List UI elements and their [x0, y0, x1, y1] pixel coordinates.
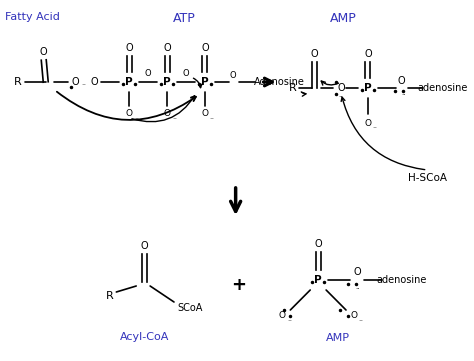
Text: O: O — [72, 77, 79, 87]
Text: AMP: AMP — [329, 12, 356, 25]
FancyArrowPatch shape — [321, 81, 338, 85]
Text: O: O — [365, 118, 372, 127]
Text: AMP: AMP — [326, 333, 350, 343]
FancyArrowPatch shape — [132, 96, 195, 122]
Text: adenosine: adenosine — [376, 275, 427, 285]
Text: O: O — [314, 239, 322, 249]
Text: O: O — [201, 43, 209, 53]
Text: adenosine: adenosine — [417, 83, 468, 93]
Text: O: O — [398, 76, 405, 86]
Text: P: P — [163, 77, 171, 87]
Text: P: P — [201, 77, 209, 87]
Text: O: O — [310, 49, 318, 59]
Text: ⁻: ⁻ — [373, 125, 377, 134]
Text: ··: ·· — [356, 286, 360, 292]
Text: P: P — [126, 77, 133, 87]
Text: P: P — [314, 275, 322, 285]
Text: Acyl-CoA: Acyl-CoA — [119, 332, 169, 342]
FancyArrowPatch shape — [301, 92, 306, 96]
Text: O: O — [145, 70, 152, 78]
Text: O: O — [182, 70, 189, 78]
Text: O: O — [163, 43, 171, 53]
Text: Fatty Acid: Fatty Acid — [5, 12, 60, 22]
Text: O: O — [126, 43, 133, 53]
Text: O: O — [91, 77, 98, 87]
Text: ··: ·· — [401, 92, 406, 98]
Text: R: R — [106, 291, 113, 301]
Text: O: O — [364, 49, 372, 59]
Text: O: O — [126, 109, 133, 118]
Text: O: O — [229, 70, 236, 79]
Text: R: R — [289, 83, 296, 93]
Text: H-SCoA: H-SCoA — [408, 173, 447, 183]
Text: ⁻: ⁻ — [172, 116, 176, 125]
Text: ⁻: ⁻ — [210, 116, 214, 125]
Text: +: + — [231, 276, 246, 294]
Text: O: O — [337, 83, 345, 93]
Text: O: O — [40, 47, 47, 57]
Text: R: R — [14, 77, 22, 87]
Text: ··: ·· — [338, 94, 342, 100]
Text: ⁻: ⁻ — [82, 82, 85, 91]
Text: O: O — [350, 312, 357, 321]
Text: SCoA: SCoA — [177, 303, 202, 313]
Text: Adenosine: Adenosine — [254, 77, 305, 87]
FancyArrowPatch shape — [193, 78, 202, 88]
Text: O: O — [140, 241, 148, 251]
Text: ⁻: ⁻ — [359, 318, 363, 326]
Text: P: P — [364, 83, 372, 93]
Text: ⁻: ⁻ — [134, 116, 138, 125]
Text: ⁻: ⁻ — [287, 318, 292, 326]
Text: O: O — [279, 312, 286, 321]
Text: O: O — [353, 267, 361, 277]
Text: O: O — [201, 109, 208, 118]
Text: ATP: ATP — [173, 12, 195, 25]
FancyArrowPatch shape — [57, 92, 196, 120]
FancyArrowPatch shape — [341, 97, 425, 170]
Text: O: O — [164, 109, 171, 118]
